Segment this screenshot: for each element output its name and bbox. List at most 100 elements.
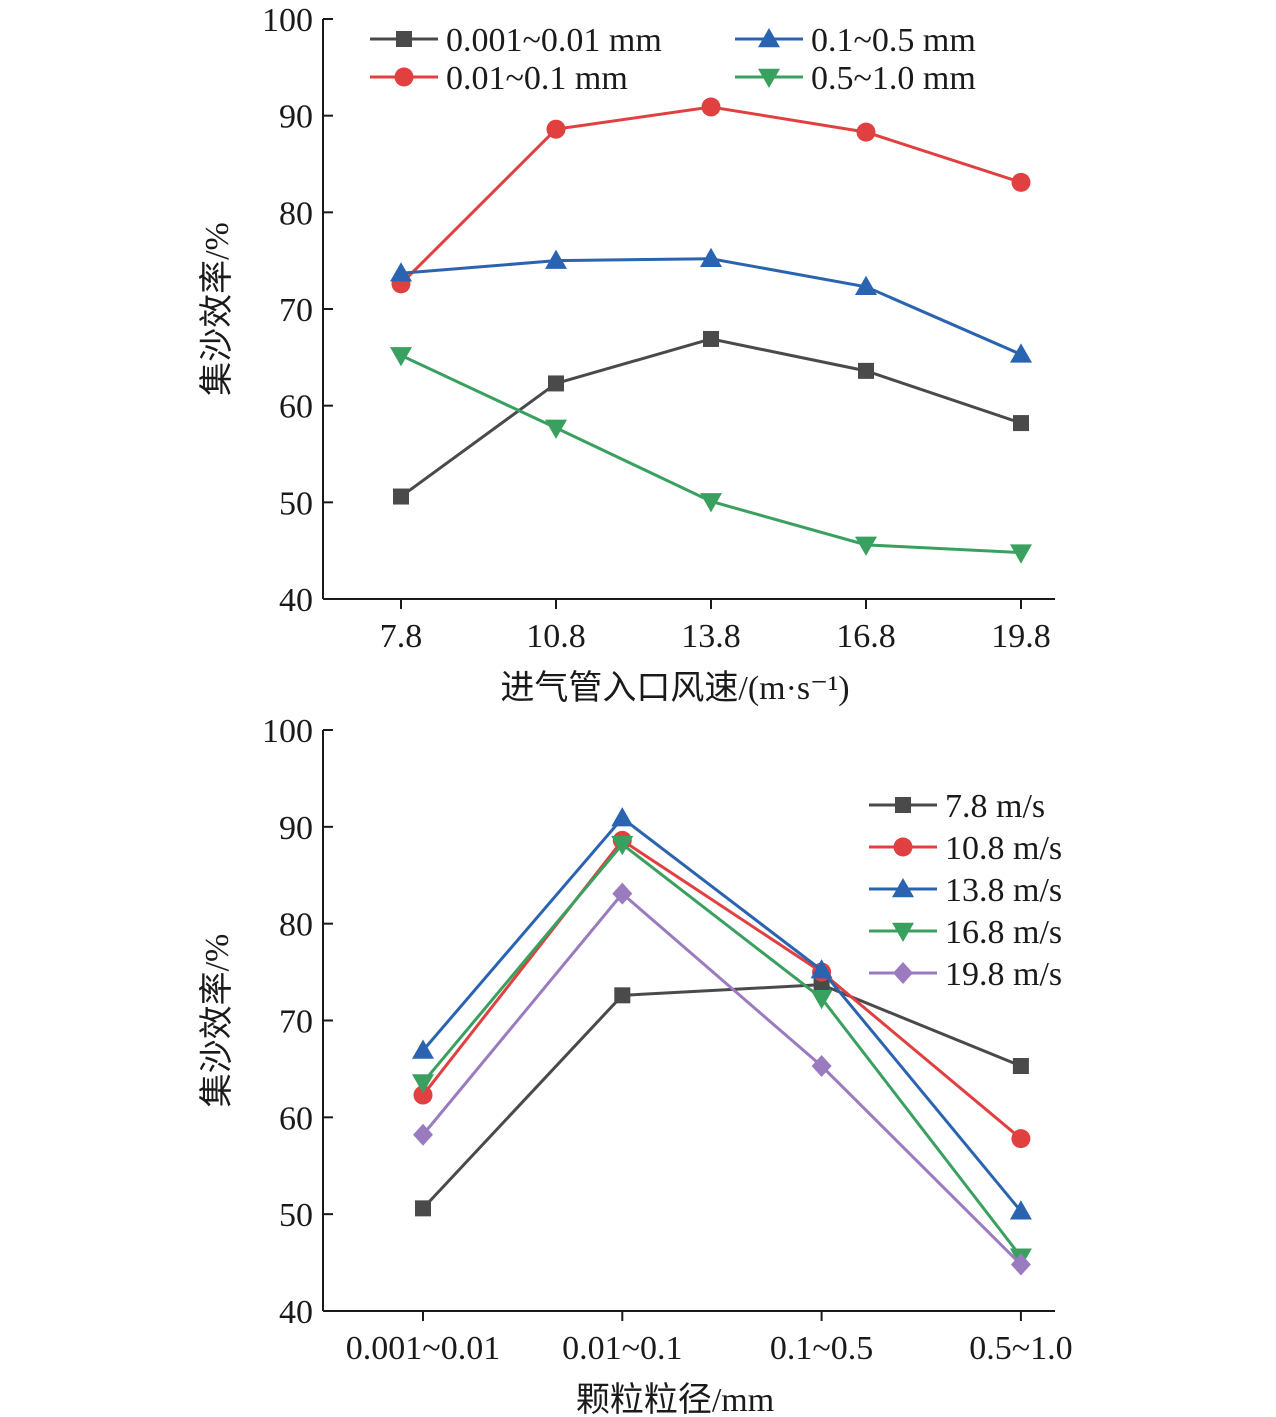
- series-line: [421, 983, 1022, 1210]
- data-point: [611, 807, 634, 827]
- data-point: [393, 488, 409, 505]
- data-point: [1013, 415, 1029, 432]
- data-point: [413, 1123, 433, 1146]
- data-point: [810, 989, 833, 1010]
- legend-label: 0.1~0.5 mm: [811, 22, 976, 59]
- data-point: [612, 882, 633, 905]
- y-tick-label: 90: [279, 810, 313, 847]
- x-tick-label: 7.8: [380, 618, 423, 655]
- data-point: [701, 97, 721, 117]
- data-point: [545, 249, 567, 269]
- data-point: [1009, 1200, 1032, 1220]
- y-tick-label: 50: [279, 485, 313, 522]
- data-point: [390, 347, 412, 367]
- data-point: [700, 247, 722, 267]
- series-4: [412, 836, 1032, 1268]
- legend: 7.8 m/s 10.8 m/s 13.8 m/s 16.8 m/s 19.8 m/s: [869, 788, 1062, 993]
- x-tick-label: 19.8: [991, 618, 1051, 655]
- chart-air-velocity: 40 50 60 70 80 90 100 7.8 10.8 13.8 16.8 19.8 进气管入口风…: [198, 2, 1055, 707]
- legend-marker: [893, 962, 913, 984]
- y-axis-label: 集沙效率/%: [198, 222, 236, 396]
- data-point: [810, 959, 833, 979]
- x-tick-label: 0.001~0.01: [346, 1330, 500, 1367]
- data-point: [1010, 343, 1032, 363]
- data-point: [390, 262, 412, 282]
- data-point: [811, 1055, 832, 1078]
- series-2: [413, 830, 1031, 1149]
- y-tick-label: 50: [279, 1197, 313, 1234]
- series-1: [393, 330, 1029, 505]
- y-tick-label: 70: [279, 1004, 313, 1041]
- y-tick-label: 40: [279, 582, 313, 619]
- data-point: [413, 1085, 433, 1105]
- series-5: [413, 882, 1031, 1276]
- legend: 0.001~0.01 mm0.01~0.1 mm 0.1~0.5 mm0.5~1.…: [370, 22, 976, 97]
- series-line: [421, 891, 1022, 1266]
- legend-item: 0.5~1.0 mm: [735, 60, 976, 97]
- y-axis-label: 集沙效率/%: [198, 934, 236, 1108]
- data-point: [1011, 172, 1031, 192]
- data-point: [611, 836, 634, 856]
- x-tick-label: 10.8: [526, 618, 586, 655]
- legend-label: 0.001~0.01 mm: [446, 22, 662, 59]
- x-tick-label: 16.8: [836, 618, 896, 655]
- legend-label: 10.8 m/s: [945, 830, 1062, 867]
- legend-marker: [758, 28, 780, 48]
- x-axis-label: 进气管入口风速/(m·s⁻¹): [500, 669, 849, 707]
- legend-label: 7.8 m/s: [945, 788, 1045, 825]
- data-point: [855, 275, 877, 296]
- legend-label: 0.5~1.0 mm: [811, 60, 976, 97]
- series-line: [421, 842, 1023, 1258]
- data-point: [415, 1200, 431, 1217]
- legend-item: 0.001~0.01 mm: [370, 22, 662, 59]
- x-axis-label: 颗粒粒径/mm: [576, 1381, 774, 1417]
- data-point: [545, 419, 567, 439]
- legend-item: 0.01~0.1 mm: [370, 60, 628, 97]
- chart-particle-size: 40 50 60 70 80 90 100 0.001~0.01 0.01~0.1 0.1~0.5…: [198, 713, 1073, 1417]
- data-point: [1012, 1058, 1029, 1075]
- data-point: [858, 362, 874, 379]
- series-2: [391, 97, 1031, 294]
- data-point: [546, 119, 566, 139]
- legend-marker: [895, 797, 911, 813]
- y-tick-label: 80: [279, 907, 313, 944]
- legend-label: 0.01~0.1 mm: [446, 60, 628, 97]
- data-point: [1010, 544, 1032, 564]
- data-point: [548, 375, 564, 392]
- x-tick-label: 0.01~0.1: [562, 1330, 682, 1367]
- data-point: [1010, 1253, 1031, 1276]
- x-tick-label: 13.8: [681, 618, 741, 655]
- series-line: [421, 816, 1023, 1213]
- data-point: [1011, 1129, 1031, 1149]
- legend-item: 13.8 m/s: [869, 872, 1062, 909]
- y-tick-label: 60: [279, 389, 313, 426]
- series-4: [390, 347, 1032, 564]
- legend-label: 16.8 m/s: [945, 914, 1062, 951]
- legend-marker: [892, 922, 914, 942]
- y-tick-label: 100: [262, 2, 313, 39]
- legend-item: 16.8 m/s: [869, 914, 1062, 951]
- series-3: [412, 807, 1032, 1220]
- data-point: [856, 122, 876, 142]
- series-3: [390, 247, 1032, 363]
- x-tick-label: 0.1~0.5: [770, 1330, 873, 1367]
- y-tick-label: 100: [262, 713, 313, 750]
- data-point: [614, 987, 631, 1004]
- legend-item: 19.8 m/s: [869, 956, 1062, 993]
- legend-item: 7.8 m/s: [869, 788, 1045, 825]
- legend-label: 19.8 m/s: [945, 956, 1062, 993]
- y-tick-label: 60: [279, 1100, 313, 1137]
- legend-marker: [396, 31, 412, 47]
- series-line: [400, 354, 1022, 555]
- y-tick-label: 70: [279, 292, 313, 329]
- y-tick-label: 90: [279, 99, 313, 136]
- y-tick-label: 80: [279, 195, 313, 232]
- legend-item: 0.1~0.5 mm: [735, 22, 976, 59]
- data-point: [855, 536, 877, 556]
- x-tick-label: 0.5~1.0: [969, 1330, 1072, 1367]
- data-point: [412, 1074, 434, 1094]
- series-line: [421, 838, 1022, 1140]
- legend-item: 10.8 m/s: [869, 830, 1062, 867]
